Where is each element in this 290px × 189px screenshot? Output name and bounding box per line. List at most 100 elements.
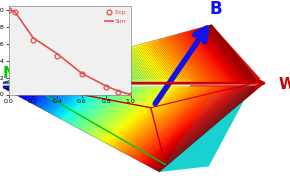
Polygon shape [36,73,46,87]
Polygon shape [100,55,126,86]
Polygon shape [89,87,147,135]
Polygon shape [21,88,35,98]
Polygon shape [25,88,42,101]
Polygon shape [144,43,179,85]
Polygon shape [97,56,121,86]
Polygon shape [119,86,197,151]
Polygon shape [14,88,24,95]
Polygon shape [4,88,7,89]
Polygon shape [99,87,164,140]
Polygon shape [194,29,242,84]
Polygon shape [33,88,55,105]
Polygon shape [137,86,226,161]
Polygon shape [19,88,31,97]
Polygon shape [98,87,162,140]
Polygon shape [55,67,70,87]
Polygon shape [24,88,39,100]
Polygon shape [132,46,164,86]
Polygon shape [123,86,203,153]
Polygon shape [66,64,82,87]
Polygon shape [191,30,237,84]
Polygon shape [122,86,201,152]
Polygon shape [107,87,177,145]
Polygon shape [121,49,151,86]
Polygon shape [26,88,44,101]
Polygon shape [86,87,143,133]
Polygon shape [142,43,177,85]
Polygon shape [131,86,216,157]
Polygon shape [179,33,222,85]
Polygon shape [158,86,261,172]
Polygon shape [54,87,89,116]
Polygon shape [186,31,231,85]
Polygon shape [203,26,252,84]
Polygon shape [38,88,63,108]
Polygon shape [59,87,97,119]
Polygon shape [63,87,104,121]
Polygon shape [94,87,156,138]
Polygon shape [8,88,14,91]
Polygon shape [137,86,226,161]
Polygon shape [116,50,145,86]
Polygon shape [55,87,91,117]
Polygon shape [137,45,171,85]
Polygon shape [9,88,16,92]
Polygon shape [113,87,186,147]
Polygon shape [172,35,214,85]
Polygon shape [92,87,151,136]
Polygon shape [32,88,52,104]
Polygon shape [83,60,104,86]
Polygon shape [19,77,24,88]
Polygon shape [3,82,5,88]
Polygon shape [98,87,162,140]
Polygon shape [45,70,57,87]
Polygon shape [6,88,9,90]
Polygon shape [154,40,192,85]
Polygon shape [62,87,102,120]
Polygon shape [63,87,104,121]
Polygon shape [146,86,242,166]
Polygon shape [64,65,80,87]
Polygon shape [161,38,201,85]
Polygon shape [69,64,87,87]
Polygon shape [114,51,143,86]
Polygon shape [46,87,76,112]
Polygon shape [139,44,173,85]
Polygon shape [132,86,218,158]
Polygon shape [31,74,39,87]
Polygon shape [86,87,143,133]
Polygon shape [133,46,166,85]
Polygon shape [79,87,130,129]
Polygon shape [201,27,250,84]
Polygon shape [155,86,257,171]
Polygon shape [85,87,141,133]
Polygon shape [113,87,186,147]
Polygon shape [124,86,205,154]
Polygon shape [113,51,141,86]
Polygon shape [79,87,130,129]
Polygon shape [99,55,123,86]
Polygon shape [54,87,89,116]
Polygon shape [173,35,216,85]
Polygon shape [29,74,37,87]
Polygon shape [3,88,5,89]
Polygon shape [47,87,78,112]
Polygon shape [60,66,76,87]
Polygon shape [44,87,72,110]
Polygon shape [8,88,14,91]
Polygon shape [90,87,149,136]
Polygon shape [104,54,130,86]
Polygon shape [96,87,158,138]
Polygon shape [92,87,151,136]
Polygon shape [41,87,67,109]
Polygon shape [118,87,194,150]
Polygon shape [157,86,259,171]
Polygon shape [148,86,244,166]
Polygon shape [146,86,242,166]
Polygon shape [60,87,100,119]
Polygon shape [120,86,199,152]
Polygon shape [187,31,233,84]
Polygon shape [123,49,153,86]
Polygon shape [116,87,192,149]
Polygon shape [6,81,9,88]
